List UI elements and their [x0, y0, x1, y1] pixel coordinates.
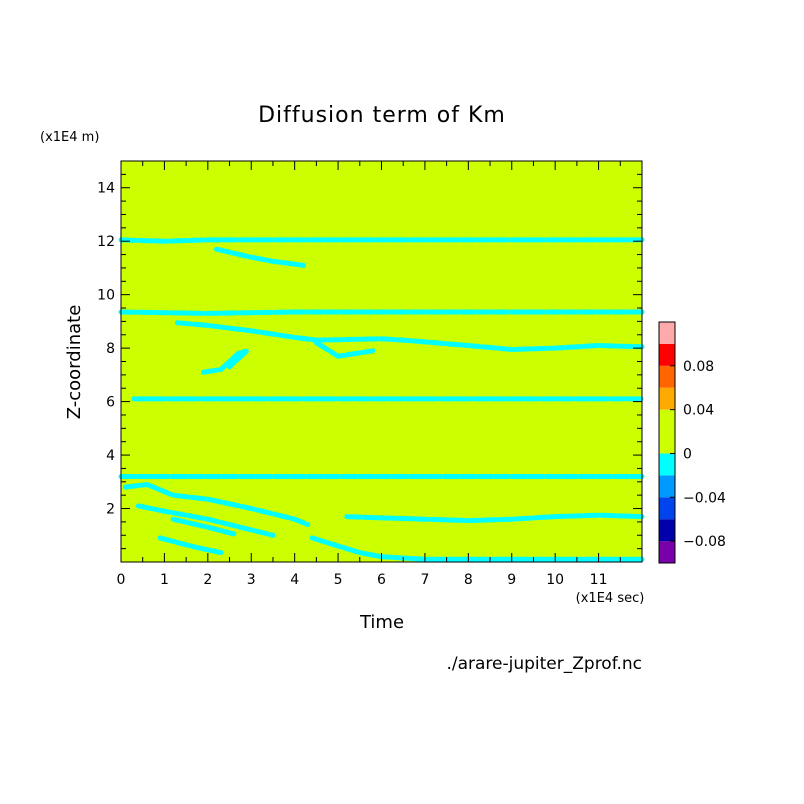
- region-trail-z8: [174, 320, 645, 352]
- y-tick-label: 8: [106, 341, 115, 357]
- x-tick-label: 11: [590, 572, 608, 588]
- colorbar-level: [659, 431, 675, 454]
- y-tick-label: 12: [97, 234, 115, 250]
- colorbar-level: [659, 387, 675, 410]
- colorbar-tick-label: 0.04: [683, 403, 714, 419]
- x-tick-label: 10: [546, 572, 564, 588]
- x-tick-label: 3: [247, 572, 256, 588]
- colorbar-level: [659, 475, 675, 498]
- colorbar-tick-label: −0.04: [683, 490, 726, 506]
- x-axis-label: Time: [359, 612, 404, 633]
- colorbar: 0.08 0.04 0 −0.04 −0.08: [658, 321, 726, 564]
- colorbar-level: [659, 497, 675, 520]
- colorbar-tick-label: 0.08: [683, 359, 714, 375]
- region-trail-z7b: [313, 340, 376, 359]
- x-tick-label: 9: [507, 572, 516, 588]
- colorbar-tick-label: 0: [683, 446, 692, 462]
- y-tick-label: 2: [106, 502, 115, 518]
- colorbar-level: [659, 453, 675, 476]
- colorbar-tick-label: −0.08: [683, 534, 726, 550]
- colorbar-level: [659, 343, 675, 366]
- y-tick-label: 4: [106, 448, 115, 464]
- x-tick-label: 2: [203, 572, 212, 588]
- x-tick-label: 6: [377, 572, 386, 588]
- x-tick-label: 0: [117, 572, 126, 588]
- colorbar-level: [659, 322, 675, 344]
- chart-title: Diffusion term of Km: [258, 103, 506, 128]
- region-band-z9: [118, 309, 645, 316]
- region-trail-z1: [170, 516, 237, 537]
- y-axis-label: Z-coordinate: [64, 305, 85, 420]
- region-trail-z15: [344, 512, 645, 524]
- y-unit-label: (x1E4 m): [40, 130, 99, 145]
- x-tick-label: 1: [160, 572, 169, 588]
- x-tick-label: 5: [334, 572, 343, 588]
- colorbar-frame: [658, 321, 676, 564]
- region-trail-z7: [201, 348, 250, 375]
- y-tick-label: 14: [97, 181, 115, 197]
- colorbar-level: [659, 409, 675, 432]
- source-file-label: ./arare-jupiter_Zprof.nc: [446, 654, 642, 674]
- region-trail-z1b: [157, 535, 224, 556]
- x-tick-label: 8: [464, 572, 473, 588]
- plot-background: [121, 161, 642, 562]
- x-tick-label: 7: [420, 572, 429, 588]
- colorbar-level: [659, 519, 675, 542]
- region-band-z12: [118, 237, 645, 244]
- x-axis-ticks: 0 1 2 3 4 5 6 7 8 9 10 11: [117, 161, 643, 588]
- y-axis-ticks: 2 4 6 8 10 12 14: [97, 160, 642, 563]
- region-trail-z2a: [122, 482, 311, 528]
- x-unit-label: (x1E4 sec): [576, 591, 645, 606]
- region-trail-z2b: [135, 503, 276, 538]
- y-tick-label: 6: [106, 395, 115, 411]
- colorbar-level: [659, 541, 675, 563]
- y-tick-label: 10: [97, 288, 115, 304]
- x-tick-label: 4: [290, 572, 299, 588]
- colorbar-level: [659, 365, 675, 388]
- region-trail-z11: [214, 246, 306, 268]
